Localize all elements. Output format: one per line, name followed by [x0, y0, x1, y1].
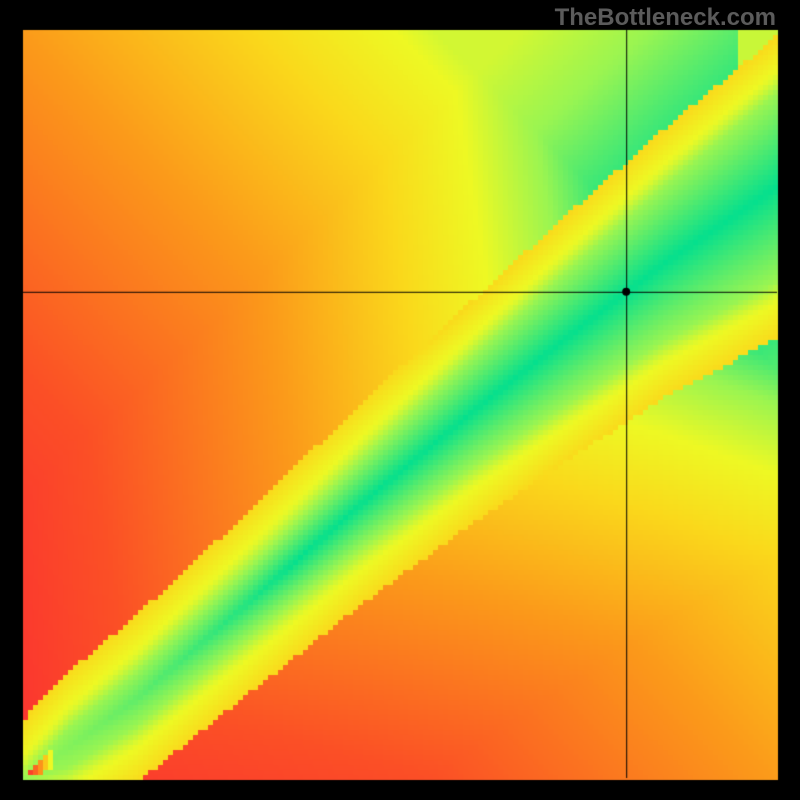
watermark-text: TheBottleneck.com	[555, 4, 776, 32]
bottleneck-heatmap	[0, 0, 800, 800]
